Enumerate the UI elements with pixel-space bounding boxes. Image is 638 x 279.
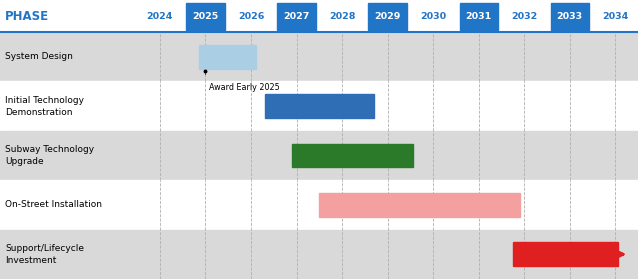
Text: 2033: 2033 xyxy=(556,11,582,21)
Bar xyxy=(319,193,519,217)
Text: Award Early 2025: Award Early 2025 xyxy=(209,83,279,92)
Text: Support/Lifecycle
Investment: Support/Lifecycle Investment xyxy=(5,244,84,265)
Bar xyxy=(513,242,618,266)
Text: 2034: 2034 xyxy=(602,11,628,21)
Bar xyxy=(186,3,225,30)
Text: 2028: 2028 xyxy=(329,11,355,21)
Text: 2027: 2027 xyxy=(283,11,309,21)
Text: Subway Technology
Upgrade: Subway Technology Upgrade xyxy=(5,145,94,166)
Text: 2031: 2031 xyxy=(466,11,492,21)
Bar xyxy=(369,3,406,30)
Text: 2030: 2030 xyxy=(420,11,446,21)
Text: System Design: System Design xyxy=(5,52,73,61)
Text: 2025: 2025 xyxy=(192,11,219,21)
Bar xyxy=(0,230,638,279)
Text: 2032: 2032 xyxy=(511,11,537,21)
Text: On-Street Installation: On-Street Installation xyxy=(5,200,102,210)
Bar xyxy=(292,144,413,167)
Bar xyxy=(0,180,638,230)
Bar xyxy=(0,32,638,81)
Text: Initial Technology
Demonstration: Initial Technology Demonstration xyxy=(5,96,84,117)
Text: PHASE: PHASE xyxy=(5,9,49,23)
Bar xyxy=(0,131,638,180)
Bar xyxy=(0,81,638,131)
Bar xyxy=(278,3,316,30)
Text: 2029: 2029 xyxy=(375,11,401,21)
Text: 2024: 2024 xyxy=(147,11,173,21)
Bar xyxy=(0,0,638,32)
Text: 2026: 2026 xyxy=(238,11,264,21)
Bar xyxy=(551,3,589,30)
Bar xyxy=(198,45,256,69)
Bar xyxy=(459,3,498,30)
Bar xyxy=(265,94,374,118)
